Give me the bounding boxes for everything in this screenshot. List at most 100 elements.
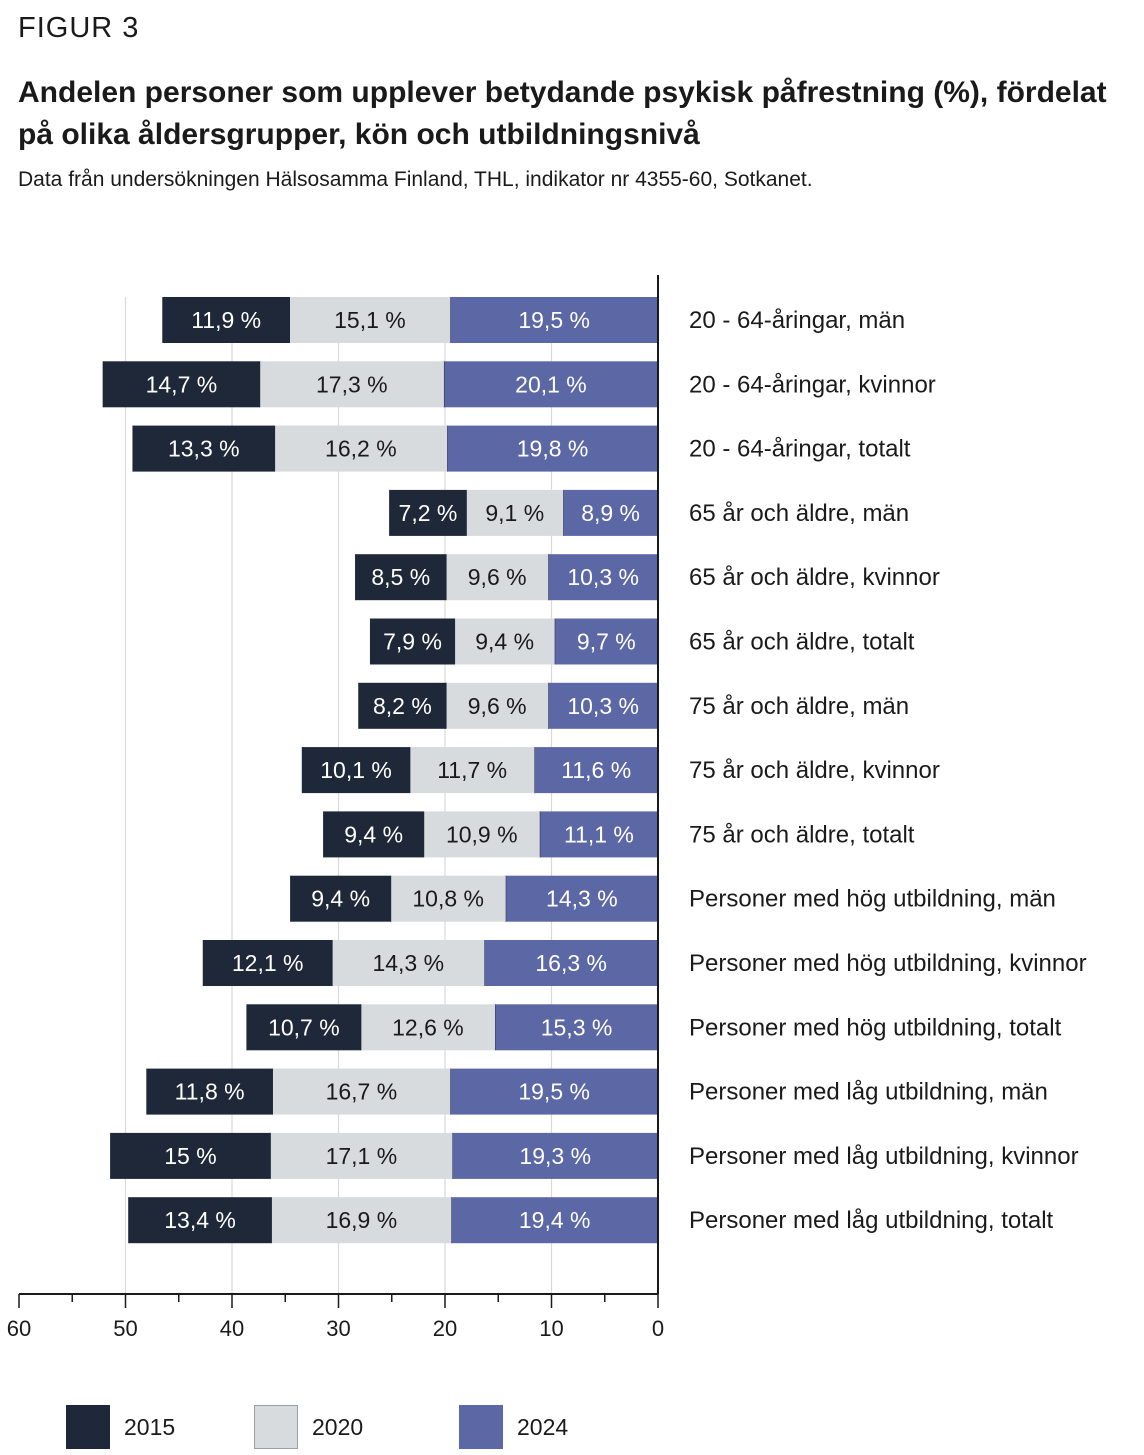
category-label: 20 - 64-åringar, män — [689, 307, 905, 334]
figure-label: FIGUR 3 — [18, 12, 140, 44]
data-label: 9,4 % — [311, 886, 370, 912]
data-label: 13,4 % — [164, 1207, 236, 1233]
bar-2024 — [534, 747, 658, 794]
data-label: 11,6 % — [561, 757, 631, 783]
stacked-bar-chart: 19,5 % 15,1 % 11,9 % 20 - 64-åringar, män 20… — [7, 275, 1087, 1341]
data-label: 19,5 % — [518, 1079, 590, 1105]
bar-2020 — [454, 618, 555, 665]
chart-subtitle: Data från undersökningen Hälsosamma Finl… — [18, 168, 813, 191]
bar-2015 — [323, 811, 424, 858]
bar-2020 — [332, 940, 485, 986]
data-label: 10,9 % — [446, 821, 518, 847]
bar-2015 — [110, 1132, 271, 1179]
category-label: 65 år och äldre, totalt — [689, 629, 915, 656]
data-label: 17,3 % — [316, 371, 388, 397]
legend-swatch-2024 — [459, 1405, 503, 1449]
category-label: Personer med hög utbildning, kvinnor — [689, 950, 1087, 977]
category-label: 65 år och äldre, kvinnor — [689, 564, 940, 591]
x-tick-label: 0 — [652, 1316, 664, 1341]
bar-2020 — [423, 811, 540, 858]
category-label: 75 år och äldre, totalt — [689, 821, 915, 848]
legend-item-2020: 2020 — [254, 1405, 363, 1449]
bar-2015 — [162, 297, 290, 343]
bar-2024 — [450, 1068, 658, 1115]
data-label: 20,1 % — [515, 371, 587, 397]
bar-2015 — [132, 425, 275, 472]
data-label: 15,3 % — [541, 1014, 613, 1040]
data-label: 15,1 % — [334, 307, 406, 333]
bar-2015 — [203, 940, 333, 986]
category-label: Personer med hög utbildning, män — [689, 886, 1056, 913]
category-label: 20 - 64-åringar, totalt — [689, 436, 911, 463]
data-label: 7,9 % — [383, 629, 442, 655]
data-label: 7,2 % — [399, 500, 458, 526]
bar-2020 — [360, 1004, 496, 1051]
x-tick-label: 50 — [113, 1316, 137, 1341]
legend-item-2024: 2024 — [459, 1405, 568, 1449]
bar-2024 — [447, 425, 658, 472]
bar-2020 — [446, 554, 549, 601]
x-tick-label: 20 — [433, 1316, 457, 1341]
legend-swatch-2020 — [254, 1405, 298, 1449]
bar-2024 — [484, 940, 658, 986]
data-label: 8,2 % — [373, 693, 432, 719]
bar-2015 — [128, 1197, 272, 1244]
category-label: 20 - 64-åringar, kvinnor — [689, 371, 936, 398]
bar-2024 — [548, 682, 658, 729]
bar-2015 — [358, 682, 447, 729]
bar-2024 — [451, 1197, 658, 1244]
data-label: 11,1 % — [564, 821, 634, 847]
category-label: 65 år och äldre, män — [689, 500, 909, 527]
data-label: 19,4 % — [519, 1207, 591, 1233]
category-label: Personer med låg utbildning, kvinnor — [689, 1143, 1079, 1170]
bar-2015 — [302, 747, 410, 794]
bar-2020 — [272, 1068, 451, 1115]
legend-label-2015: 2015 — [124, 1413, 176, 1440]
data-label: 10,3 % — [567, 693, 639, 719]
category-label: 75 år och äldre, kvinnor — [689, 757, 940, 784]
data-label: 8,5 % — [371, 564, 430, 590]
bar-2020 — [270, 1132, 453, 1179]
bar-2020 — [466, 489, 564, 536]
data-label: 14,3 % — [372, 950, 444, 976]
data-label: 10,1 % — [320, 757, 392, 783]
bar-2015 — [290, 875, 391, 922]
bar-2020 — [259, 361, 444, 408]
data-label: 11,8 % — [175, 1079, 245, 1105]
data-label: 9,6 % — [468, 693, 527, 719]
category-label: Personer med låg utbildning, män — [689, 1079, 1048, 1106]
data-label: 11,9 % — [191, 307, 261, 333]
x-tick-label: 40 — [220, 1316, 244, 1341]
bar-2015 — [389, 489, 467, 536]
data-label: 13,3 % — [168, 436, 240, 462]
bar-2015 — [246, 1004, 361, 1051]
category-label: Personer med hög utbildning, totalt — [689, 1014, 1062, 1041]
legend-item-2015: 2015 — [66, 1405, 175, 1449]
bar-2015 — [370, 618, 455, 665]
x-tick-label: 10 — [539, 1316, 563, 1341]
data-label: 9,4 % — [475, 629, 534, 655]
data-label: 14,7 % — [146, 371, 218, 397]
chart-title: Andelen personer som upplever betydande … — [18, 76, 1107, 151]
bar-2024 — [563, 489, 658, 536]
data-label: 9,7 % — [577, 629, 636, 655]
data-label: 19,3 % — [519, 1143, 591, 1169]
data-label: 16,3 % — [535, 950, 607, 976]
category-label: Personer med låg utbildning, totalt — [689, 1207, 1054, 1234]
data-label: 8,9 % — [581, 500, 640, 526]
category-label: 75 år och äldre, män — [689, 693, 909, 720]
bar-2020 — [289, 297, 451, 343]
data-label: 16,7 % — [326, 1079, 398, 1105]
x-tick-label: 60 — [7, 1316, 31, 1341]
data-label: 14,3 % — [546, 886, 618, 912]
data-label: 11,7 % — [437, 757, 507, 783]
bar-2020 — [409, 747, 535, 794]
bar-2020 — [446, 682, 549, 729]
data-label: 9,6 % — [468, 564, 527, 590]
data-label: 15 % — [164, 1143, 216, 1169]
x-tick-label: 30 — [326, 1316, 350, 1341]
legend-label-2020: 2020 — [312, 1413, 364, 1440]
bar-2020 — [274, 425, 448, 472]
legend-swatch-2015 — [66, 1405, 110, 1449]
data-label: 10,3 % — [567, 564, 639, 590]
